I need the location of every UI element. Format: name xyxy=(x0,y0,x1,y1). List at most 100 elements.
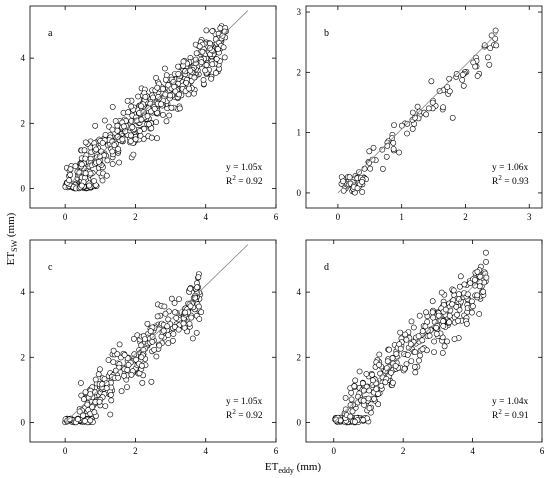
x-tick-label: 6 xyxy=(274,212,279,222)
scatter-point xyxy=(375,401,382,408)
x-tick-label: 6 xyxy=(274,446,279,456)
scatter-point xyxy=(82,389,89,395)
scatter-point xyxy=(359,178,365,185)
scatter-point xyxy=(446,75,453,82)
scatter-point xyxy=(103,172,110,179)
plot-frame xyxy=(29,5,277,209)
scatter-point xyxy=(193,329,200,336)
scatter-point xyxy=(352,377,359,384)
panel-letter: a xyxy=(48,28,53,39)
scatter-point xyxy=(104,157,111,164)
scatter-point xyxy=(161,65,168,72)
scatter-point xyxy=(131,351,138,358)
scatter-point xyxy=(82,418,88,424)
scatter-point xyxy=(198,59,205,66)
scatter-point xyxy=(391,122,397,128)
scatter-point xyxy=(379,146,386,153)
scatter-point xyxy=(383,153,390,160)
scatter-point xyxy=(155,94,162,100)
scatter-point xyxy=(121,123,127,130)
scatter-point xyxy=(416,357,422,364)
scatter-point xyxy=(162,76,169,83)
scatter-point xyxy=(171,323,178,330)
scatter-point xyxy=(82,155,89,162)
scatter-point xyxy=(480,288,487,295)
scatter-point xyxy=(203,27,210,34)
scatter-point xyxy=(404,351,411,358)
scatter-point xyxy=(120,109,127,116)
scatter-point xyxy=(81,396,87,403)
scatter-point xyxy=(401,365,408,372)
scatter-point xyxy=(467,280,474,286)
regression-line xyxy=(337,32,498,194)
scatter-point xyxy=(440,323,447,329)
scatter-point xyxy=(429,309,436,316)
scatter-point xyxy=(363,371,370,377)
x-tick-label: 2 xyxy=(133,212,138,222)
scatter-point xyxy=(153,353,160,360)
scatter-points xyxy=(338,27,500,196)
scatter-point xyxy=(492,35,499,42)
r-squared-label: R2 = 0.93 xyxy=(492,174,529,187)
scatter-point xyxy=(108,391,114,398)
scatter-point xyxy=(175,326,182,333)
scatter-point xyxy=(186,320,193,327)
scatter-point xyxy=(102,403,109,409)
scatter-point xyxy=(118,388,125,395)
scatter-point xyxy=(423,111,429,118)
scatter-point xyxy=(369,371,375,378)
scatter-point xyxy=(408,358,415,364)
scatter-point xyxy=(145,121,152,128)
scatter-point xyxy=(459,71,466,78)
scatter-point xyxy=(431,349,437,355)
scatter-point xyxy=(426,332,433,339)
scatter-point xyxy=(392,363,399,369)
regression-equation: y = 1.04x xyxy=(492,397,528,407)
scatter-point xyxy=(439,349,446,356)
scatter-point xyxy=(371,395,377,402)
scatter-point xyxy=(92,376,99,383)
scatter-point xyxy=(93,146,99,153)
scatter-point xyxy=(101,117,108,124)
scatter-point xyxy=(428,78,435,85)
scatter-point xyxy=(396,149,402,156)
scatter-point xyxy=(109,126,116,133)
scatter-point xyxy=(87,170,94,177)
y-tick-label: 2 xyxy=(297,67,302,77)
scatter-point xyxy=(111,142,118,149)
scatter-point xyxy=(388,369,394,376)
x-tick-label: 2 xyxy=(463,212,468,222)
scatter-point xyxy=(446,312,453,319)
x-tick-label: 0 xyxy=(63,212,68,222)
scatter-point xyxy=(433,330,440,337)
scatter-point xyxy=(455,296,462,303)
scatter-point xyxy=(386,346,392,353)
x-tick-label: 4 xyxy=(470,446,475,456)
scatter-point xyxy=(376,361,382,368)
scatter-point xyxy=(66,177,72,184)
scatter-point xyxy=(476,283,483,290)
scatter-point xyxy=(423,309,429,316)
scatter-point xyxy=(176,296,182,302)
y-tick-label: 0 xyxy=(21,183,26,193)
scatter-point xyxy=(78,182,85,189)
plot-frame xyxy=(305,5,543,209)
scatter-point xyxy=(192,56,199,63)
scatter-point xyxy=(80,412,86,419)
scatter-point xyxy=(67,171,74,178)
scatter-point xyxy=(472,63,479,70)
regression-line xyxy=(333,273,487,423)
scatter-point xyxy=(408,318,415,325)
scatter-point xyxy=(153,119,159,125)
x-tick-label: 1 xyxy=(399,212,404,222)
scatter-point xyxy=(340,178,346,185)
scatter-point xyxy=(180,58,187,65)
scatter-point xyxy=(196,316,203,322)
scatter-point xyxy=(468,298,475,305)
scatter-point xyxy=(393,350,400,357)
scatter-point xyxy=(162,310,169,317)
scatter-point xyxy=(115,146,121,152)
scatter-point xyxy=(360,397,367,404)
